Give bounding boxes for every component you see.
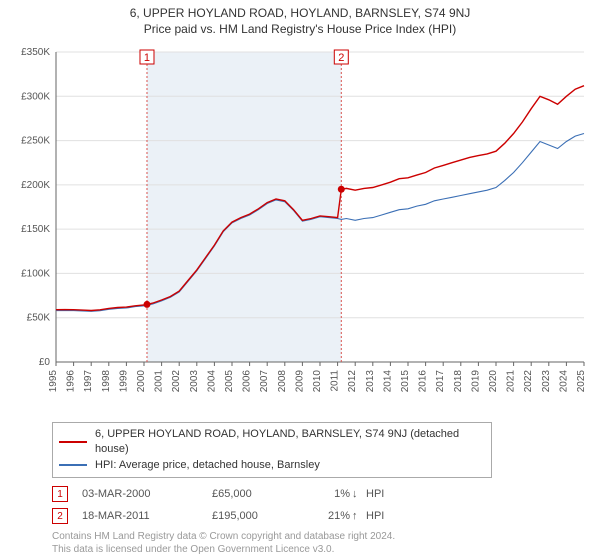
svg-text:1999: 1999 [118, 370, 129, 393]
svg-text:2017: 2017 [435, 370, 446, 393]
svg-text:2011: 2011 [330, 370, 341, 392]
svg-text:2016: 2016 [418, 370, 429, 393]
svg-text:£350K: £350K [21, 47, 50, 58]
legend-label-series1: 6, UPPER HOYLAND ROAD, HOYLAND, BARNSLEY… [95, 427, 485, 458]
svg-text:2000: 2000 [136, 370, 147, 393]
svg-text:£250K: £250K [21, 136, 50, 147]
svg-text:2004: 2004 [206, 370, 217, 393]
svg-text:£300K: £300K [21, 91, 50, 102]
sale-marker-1: 1 [52, 486, 68, 502]
svg-text:2003: 2003 [189, 370, 200, 393]
sale-date-2: 18-MAR-2011 [82, 510, 212, 522]
svg-text:2024: 2024 [558, 370, 569, 393]
svg-text:2015: 2015 [400, 370, 411, 393]
svg-text:£100K: £100K [21, 268, 50, 279]
up-arrow-icon: ↑ [352, 510, 366, 522]
svg-text:£50K: £50K [27, 313, 51, 324]
svg-text:2012: 2012 [347, 370, 358, 393]
svg-text:1998: 1998 [101, 370, 112, 393]
chart-area: £0 £50K £100K £150K £200K £250K £300K £350K 1995… [8, 42, 592, 412]
svg-text:2021: 2021 [506, 370, 517, 393]
svg-text:2009: 2009 [294, 370, 305, 393]
sale-pct-1: 1% [302, 488, 352, 500]
sale-price-2: £195,000 [212, 510, 302, 522]
svg-text:2019: 2019 [470, 370, 481, 393]
svg-text:2020: 2020 [488, 370, 499, 393]
svg-text:£0: £0 [39, 357, 51, 368]
legend-swatch-series1 [59, 441, 87, 443]
svg-text:2025: 2025 [576, 370, 587, 393]
sale-vs-1: HPI [366, 488, 384, 500]
legend-label-series2: HPI: Average price, detached house, Barn… [95, 458, 320, 473]
svg-text:1996: 1996 [66, 370, 77, 393]
sale-row-1: 1 03-MAR-2000 £65,000 1% ↓ HPI [52, 486, 592, 502]
svg-text:£200K: £200K [21, 180, 50, 191]
sale-marker-2: 2 [52, 508, 68, 524]
legend: 6, UPPER HOYLAND ROAD, HOYLAND, BARNSLEY… [52, 422, 492, 478]
svg-text:1: 1 [144, 52, 150, 64]
svg-text:£150K: £150K [21, 224, 50, 235]
svg-text:2: 2 [338, 52, 344, 64]
line-chart-svg: £0 £50K £100K £150K £200K £250K £300K £350K 1995… [8, 42, 592, 412]
chart-subtitle: Price paid vs. HM Land Registry's House … [8, 22, 592, 36]
footnote-line2: This data is licensed under the Open Gov… [52, 543, 592, 556]
svg-text:2022: 2022 [523, 370, 534, 393]
chart-title: 6, UPPER HOYLAND ROAD, HOYLAND, BARNSLEY… [8, 6, 592, 20]
footnote: Contains HM Land Registry data © Crown c… [52, 530, 592, 556]
svg-text:2002: 2002 [171, 370, 182, 393]
svg-text:1997: 1997 [83, 370, 94, 393]
sale-price-1: £65,000 [212, 488, 302, 500]
svg-text:1995: 1995 [48, 370, 59, 393]
sale-vs-2: HPI [366, 510, 384, 522]
svg-text:2023: 2023 [541, 370, 552, 393]
svg-text:2005: 2005 [224, 370, 235, 393]
sale-pct-2: 21% [302, 510, 352, 522]
down-arrow-icon: ↓ [352, 488, 366, 500]
legend-row-series2: HPI: Average price, detached house, Barn… [59, 458, 485, 473]
sale-date-1: 03-MAR-2000 [82, 488, 212, 500]
legend-swatch-series2 [59, 464, 87, 466]
svg-text:2007: 2007 [259, 370, 270, 393]
svg-text:2013: 2013 [365, 370, 376, 393]
svg-text:2008: 2008 [277, 370, 288, 393]
legend-row-series1: 6, UPPER HOYLAND ROAD, HOYLAND, BARNSLEY… [59, 427, 485, 458]
svg-text:2010: 2010 [312, 370, 323, 393]
sale-row-2: 2 18-MAR-2011 £195,000 21% ↑ HPI [52, 508, 592, 524]
svg-text:2018: 2018 [453, 370, 464, 393]
svg-text:2014: 2014 [382, 370, 393, 393]
svg-text:2006: 2006 [242, 370, 253, 393]
svg-text:2001: 2001 [154, 370, 165, 393]
footnote-line1: Contains HM Land Registry data © Crown c… [52, 530, 592, 543]
